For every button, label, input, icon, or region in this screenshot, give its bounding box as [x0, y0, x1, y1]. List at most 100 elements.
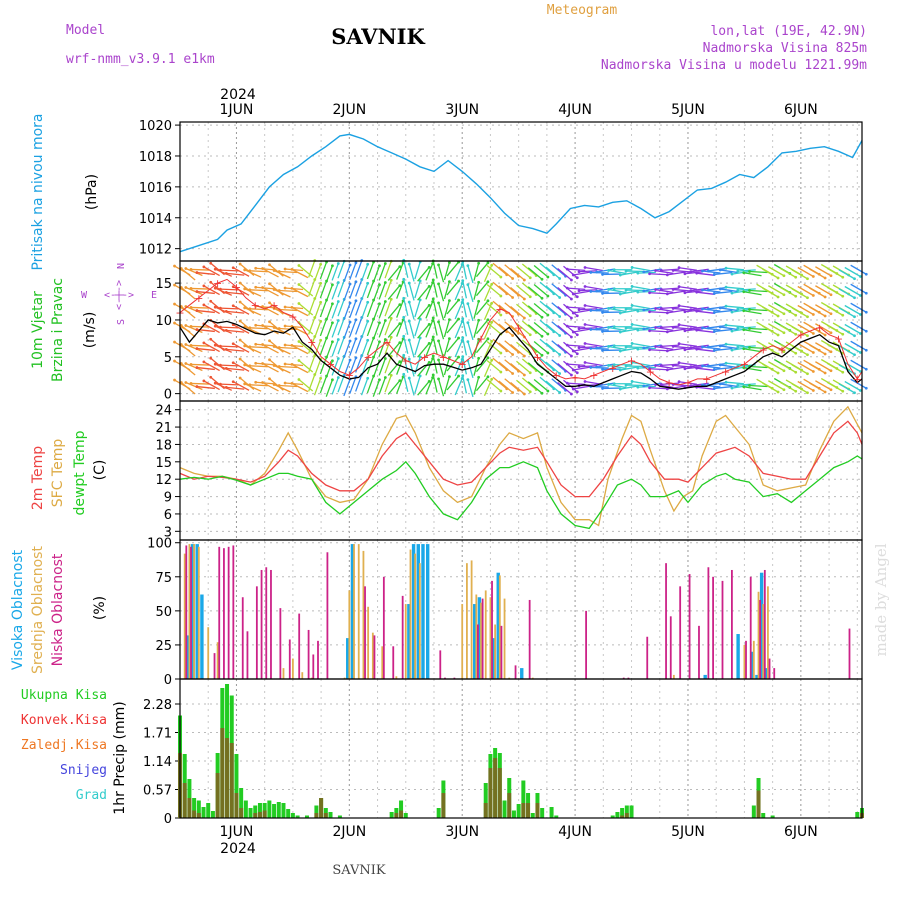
wind-arrow	[343, 321, 351, 340]
wind-arrow	[791, 288, 808, 299]
cloud-bar-mid	[395, 676, 398, 679]
wind-arrow	[510, 343, 525, 357]
wind-arrow	[516, 284, 531, 298]
panel-frame	[179, 121, 863, 262]
cloud-bar-low	[364, 586, 366, 679]
wind-arrow-head	[671, 326, 675, 329]
wind-arrow-head	[858, 275, 862, 278]
wind-arrow-head	[209, 299, 213, 303]
wind-arrow-head	[540, 334, 544, 338]
wind-arrow	[596, 306, 615, 311]
wind-arrow	[809, 287, 826, 298]
wind-arrow-head	[173, 264, 176, 268]
wind-arrow-head	[522, 297, 526, 301]
wind-arrow	[387, 304, 401, 319]
wind-arrow-head	[671, 269, 675, 272]
wind-arrow	[608, 269, 627, 275]
wind-arrow-head	[618, 330, 622, 334]
wind-arrow	[743, 367, 762, 372]
wind-arrow	[473, 320, 480, 338]
wind-arrow-head	[701, 326, 704, 330]
wind-arrow	[454, 264, 463, 282]
wind-arrow	[791, 307, 808, 318]
wind-arrow	[417, 342, 430, 358]
wind-arrow	[425, 282, 434, 300]
wind-arrow-head	[864, 386, 868, 390]
wind-arrow-head	[607, 326, 610, 329]
wind-arrow-head	[297, 378, 301, 381]
wind-arrow-head	[331, 359, 334, 363]
wind-arrow	[432, 279, 438, 298]
wind-arrow	[809, 382, 826, 393]
wind-arrow-head	[707, 269, 710, 273]
wind-arrow	[762, 344, 779, 355]
wind-arrow-head	[268, 358, 271, 362]
wind-arrow-head	[595, 327, 599, 331]
wind-arrow-head	[499, 370, 503, 374]
wind-arrow	[649, 368, 668, 371]
wind-arrow-head	[677, 285, 681, 289]
wind-arrow	[298, 321, 314, 335]
wind-arrow	[408, 263, 415, 282]
wind-arrow	[446, 299, 460, 315]
cloud-bar-mid	[418, 563, 421, 679]
precip-convective-bar	[507, 793, 512, 818]
wind-arrow-head	[218, 306, 222, 310]
wind-arrow	[516, 322, 531, 336]
wind-arrow	[325, 341, 334, 359]
wind-arrow-head	[601, 387, 604, 390]
cloud-bar-high	[407, 604, 411, 679]
wind-arrow	[673, 364, 692, 368]
wind-arrow-head	[331, 264, 334, 268]
cloud-bar-low	[270, 569, 272, 679]
wind-arrow	[661, 287, 680, 291]
year-label-bottom: 2024	[220, 841, 256, 857]
precip-ylabel: 1hr Precip (mm)	[112, 701, 128, 814]
wind-arrow	[244, 383, 262, 392]
wind-arrow-head	[238, 319, 242, 323]
wind-arrow-head	[565, 362, 569, 366]
wind-arrow	[214, 344, 233, 353]
gust-marker: +	[476, 332, 485, 345]
wind-arrow-head	[724, 285, 728, 289]
wind-arrow-head	[642, 270, 646, 274]
wind-arrow-head	[654, 269, 657, 272]
wind-arrow	[779, 305, 797, 316]
wind-arrow	[620, 309, 639, 314]
y-tick-label: 15	[155, 456, 172, 471]
wind-arrow	[308, 298, 316, 316]
precip-convective-bar	[182, 783, 187, 818]
gust-marker: +	[589, 369, 598, 382]
compass-arrows: <-|->	[114, 280, 125, 310]
wind-arrow-head	[290, 381, 294, 385]
wind-arrow	[551, 359, 566, 372]
wind-arrow	[226, 310, 245, 314]
cloud-bar-low	[218, 546, 221, 679]
wind-arrow	[498, 361, 514, 375]
wind-arrow	[269, 264, 284, 277]
gust-marker: +	[815, 321, 824, 334]
wind-arrow	[557, 343, 572, 357]
wind-arrow	[319, 299, 328, 318]
wind-arrow	[298, 340, 314, 354]
wind-arrow	[608, 288, 627, 294]
t2m-label: 2m Temp	[30, 446, 46, 510]
wind-arrow	[185, 305, 203, 315]
wind-arrow-head	[366, 300, 370, 304]
wind-arrow-head	[718, 306, 722, 310]
wind-arrow-head	[730, 310, 734, 314]
wind-arrow-head	[389, 316, 393, 320]
y-tick-label: 10	[155, 314, 172, 329]
wind-arrow	[454, 283, 463, 301]
wind-arrow-head	[179, 305, 183, 308]
cloud-bar-low	[392, 646, 395, 679]
wind-arrow	[331, 358, 339, 376]
wind-arrow	[475, 319, 489, 335]
precip-convective-bar	[229, 743, 234, 818]
precip-total-bar	[483, 783, 488, 818]
wind-arrow-head	[546, 351, 550, 355]
wind-arrow-head	[437, 377, 440, 381]
wind-arrow	[308, 317, 316, 335]
wind-arrow-head	[461, 317, 465, 321]
wind-arrow	[708, 362, 727, 367]
